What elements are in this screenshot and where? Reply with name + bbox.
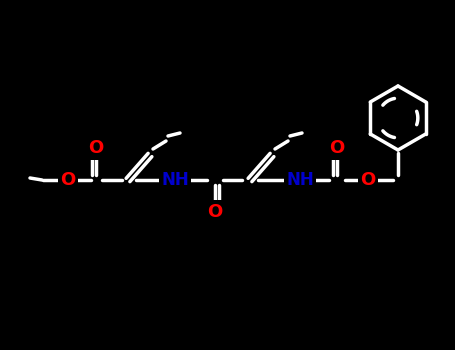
Text: O: O xyxy=(207,203,222,221)
Text: O: O xyxy=(61,171,76,189)
Text: O: O xyxy=(329,139,344,157)
Text: NH: NH xyxy=(286,171,314,189)
Text: O: O xyxy=(360,171,376,189)
Text: NH: NH xyxy=(161,171,189,189)
Text: O: O xyxy=(88,139,104,157)
